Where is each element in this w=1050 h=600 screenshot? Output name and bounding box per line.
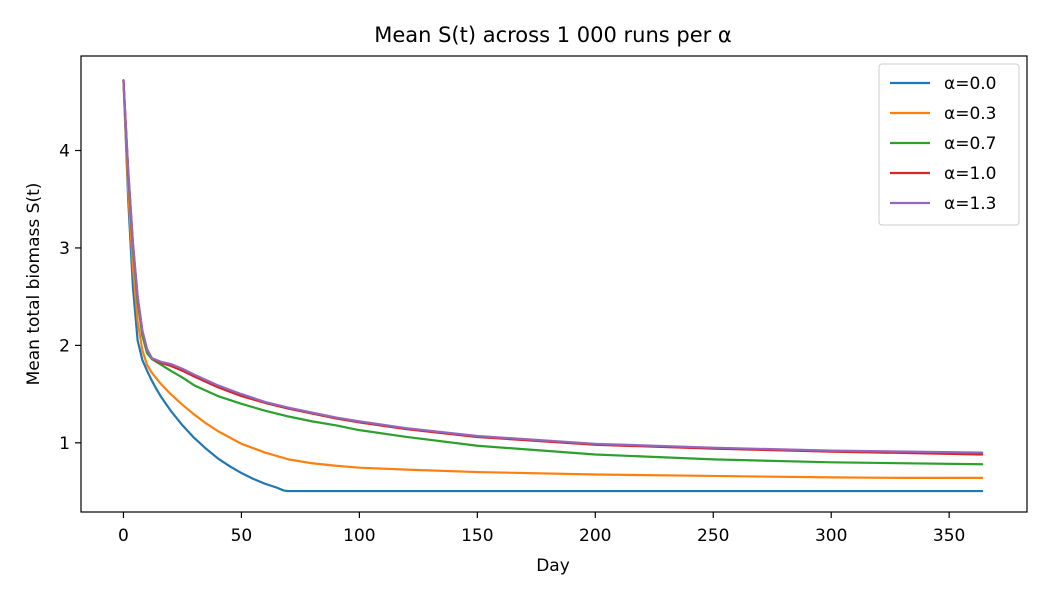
x-tick-label: 150 [461, 526, 493, 546]
y-tick-label: 2 [59, 336, 70, 356]
plot-area [122, 79, 984, 493]
y-tick-label: 4 [59, 142, 70, 162]
x-tick-label: 100 [343, 526, 375, 546]
legend-label: α=0.0 [944, 74, 997, 94]
series-line-0 [122, 79, 984, 493]
x-tick-label: 50 [231, 526, 253, 546]
legend-label: α=1.3 [944, 194, 997, 214]
y-tick-label: 3 [59, 239, 70, 259]
legend-box [878, 63, 1020, 226]
series-line-4 [122, 79, 984, 454]
x-tick-label: 350 [933, 526, 965, 546]
legend-label: α=1.0 [944, 164, 997, 184]
x-axis-label: Day [536, 556, 570, 576]
legend-items: α=0.0 α=0.3 α=0.7 α=1.0 α=1.3 [890, 74, 997, 214]
x-tick-label: 300 [815, 526, 847, 546]
x-tick-label: 200 [579, 526, 611, 546]
y-tick-label: 1 [59, 434, 70, 454]
chart-title: Mean S(t) across 1 000 runs per α [374, 23, 732, 47]
series-line-1 [122, 79, 984, 479]
x-axis-ticks: 0 50 100 150 200 250 300 350 [118, 512, 965, 546]
legend-label: α=0.3 [944, 104, 997, 124]
series-line-2 [122, 79, 984, 466]
legend: α=0.0 α=0.3 α=0.7 α=1.0 α=1.3 [878, 63, 1020, 226]
y-axis-label: Mean total biomass S(t) [24, 183, 44, 386]
x-tick-label: 250 [697, 526, 729, 546]
plot-frame [80, 55, 1028, 513]
x-tick-label: 0 [118, 526, 129, 546]
y-axis-ticks: 1 2 3 4 [59, 142, 81, 454]
legend-label: α=0.7 [944, 134, 997, 154]
